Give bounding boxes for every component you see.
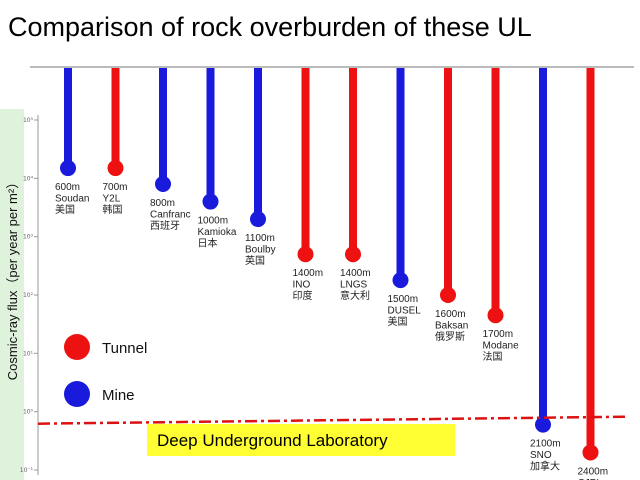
label-country: 美国 <box>388 315 408 328</box>
bar-baksan <box>444 68 452 295</box>
threshold-label-box <box>147 424 455 456</box>
chart-title: Comparison of rock overburden of these U… <box>8 12 532 42</box>
label-country: 英国 <box>245 254 265 267</box>
label-depth: 2400m <box>578 466 609 477</box>
bar-marker-modane <box>487 307 504 324</box>
label-country: 俄罗斯 <box>435 330 465 343</box>
label-name: Y2L <box>103 194 121 205</box>
bar-marker-ino <box>297 246 314 263</box>
bar-cjpl <box>586 68 595 453</box>
y-tick-label: 10² <box>23 292 34 299</box>
label-depth: 700m <box>103 182 128 193</box>
bar-marker-cjpl <box>582 444 599 461</box>
bar-lngs <box>349 68 357 255</box>
label-depth: 600m <box>55 182 80 193</box>
bar-canfranc <box>159 68 167 184</box>
bar-marker-sno <box>535 416 551 433</box>
label-name: SNO <box>530 450 552 461</box>
bar-kamioka <box>206 68 215 202</box>
y-axis-band <box>0 109 24 480</box>
y-tick-label: 10¹ <box>23 350 34 357</box>
label-name: DUSEL <box>388 306 422 317</box>
y-tick-label: 10⁵ <box>23 117 34 124</box>
label-country: 加拿大 <box>530 460 560 473</box>
legend-mine-label: Mine <box>102 387 135 404</box>
label-name: Boulby <box>245 245 276 256</box>
bar-marker-soudan <box>60 160 76 177</box>
bar-marker-boulby <box>250 211 266 228</box>
label-name: Baksan <box>435 321 468 332</box>
legend-mine-marker <box>64 381 90 407</box>
label-name: INO <box>293 280 311 291</box>
bar-y2l <box>111 68 120 169</box>
bar-dusel <box>396 68 405 281</box>
threshold-line <box>37 415 629 425</box>
legend-tunnel-marker <box>64 334 90 360</box>
label-name: Soudan <box>55 194 89 205</box>
y-tick-label: 10⁰ <box>23 409 34 416</box>
label-name: Modane <box>483 341 520 352</box>
label-country: 西班牙 <box>150 220 180 232</box>
label-depth: 2100m <box>530 439 561 450</box>
label-depth: 1100m <box>245 233 275 244</box>
label-name: Canfranc <box>150 209 191 220</box>
label-country: 韩国 <box>103 203 123 216</box>
label-depth: 1400m <box>293 268 324 279</box>
bar-marker-y2l <box>107 160 124 177</box>
y-axis-ticks: 10⁵ 10⁴ 10³ 10² 10¹ 10⁰ 10⁻¹ <box>20 117 38 474</box>
label-name: LNGS <box>340 280 368 291</box>
bar-ino <box>301 68 310 255</box>
label-country: 意大利 <box>340 289 370 302</box>
label-name: CJPL <box>578 478 603 480</box>
y-tick-label: 10⁴ <box>23 175 34 182</box>
bar-marker-baksan <box>440 287 456 303</box>
bar-marker-kamioka <box>202 193 219 210</box>
bar-boulby <box>254 68 262 220</box>
bar-soudan <box>64 68 72 169</box>
label-depth: 1700m <box>483 329 514 340</box>
y-tick-label: 10³ <box>23 234 34 241</box>
bar-sno <box>539 68 547 425</box>
y-tick-label: 10⁻¹ <box>20 467 34 474</box>
bar-modane <box>491 68 500 316</box>
bars <box>60 68 599 461</box>
label-country: 印度 <box>293 289 313 302</box>
label-depth: 1600m <box>435 309 466 320</box>
threshold-label: Deep Underground Laboratory <box>157 431 388 450</box>
label-country: 法国 <box>483 350 503 363</box>
bar-marker-canfranc <box>155 175 171 192</box>
label-depth: 1500m <box>388 294 419 305</box>
bar-marker-dusel <box>392 272 409 289</box>
label-depth: 800m <box>150 198 175 209</box>
label-depth: 1400m <box>340 268 371 279</box>
label-name: Kamioka <box>198 227 237 238</box>
legend-tunnel-label: Tunnel <box>102 340 147 357</box>
y-axis-label: Cosmic-ray flux（per year per m²） <box>5 176 20 380</box>
label-depth: 1000m <box>198 216 229 227</box>
label-country: 日本 <box>198 237 218 250</box>
bar-marker-lngs <box>345 246 361 263</box>
label-country: 美国 <box>55 203 75 216</box>
